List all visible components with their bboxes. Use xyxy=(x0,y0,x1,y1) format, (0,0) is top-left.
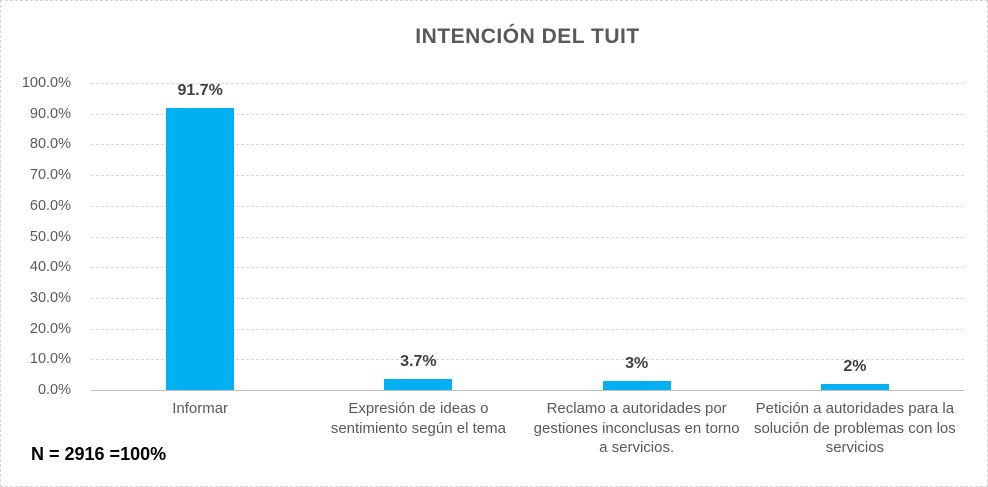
chart-title: INTENCIÓN DEL TUIT xyxy=(415,25,640,48)
y-gridline xyxy=(91,113,964,115)
y-axis-tick-label: 20.0% xyxy=(29,320,71,337)
y-gridline xyxy=(91,328,964,330)
bar xyxy=(166,108,235,390)
y-axis-tick-label: 70.0% xyxy=(29,167,71,184)
y-axis-tick-label: 80.0% xyxy=(29,136,71,153)
y-axis-tick-label: 30.0% xyxy=(29,289,71,306)
y-gridline xyxy=(91,205,964,207)
y-axis-tick-label: 60.0% xyxy=(29,197,71,214)
bar-value-label: 3% xyxy=(625,354,649,372)
bar-value-label: 2% xyxy=(843,357,867,375)
x-axis-line xyxy=(91,390,964,391)
y-gridline xyxy=(91,175,964,177)
y-axis-tick-label: 40.0% xyxy=(29,259,71,276)
y-gridline xyxy=(91,267,964,269)
bar xyxy=(602,380,671,390)
bar xyxy=(384,378,453,390)
x-axis-category-label: Informar xyxy=(172,400,229,417)
y-axis-tick-label: 10.0% xyxy=(29,351,71,368)
bar-value-label: 3.7% xyxy=(400,352,437,370)
bar-value-label: 91.7% xyxy=(177,82,223,100)
y-axis-tick-label: 0.0% xyxy=(37,382,71,398)
y-axis-tick-label: 100.0% xyxy=(21,75,71,91)
y-axis-tick-label: 50.0% xyxy=(29,228,71,245)
sample-size-note: N = 2916 =100% xyxy=(31,444,167,464)
y-gridline xyxy=(91,359,964,361)
y-gridline xyxy=(91,297,964,299)
x-axis-category-label: Petición a autoridades para la solución … xyxy=(753,400,956,456)
x-axis-category-label: Expresión de ideas o sentimiento según e… xyxy=(330,400,506,437)
y-gridline xyxy=(91,236,964,238)
y-axis-tick-label: 90.0% xyxy=(29,105,71,122)
y-gridline xyxy=(91,144,964,146)
y-gridline xyxy=(91,83,964,84)
bar xyxy=(820,383,889,390)
x-axis-category-label: Reclamo a autoridades por gestiones inco… xyxy=(533,400,740,456)
